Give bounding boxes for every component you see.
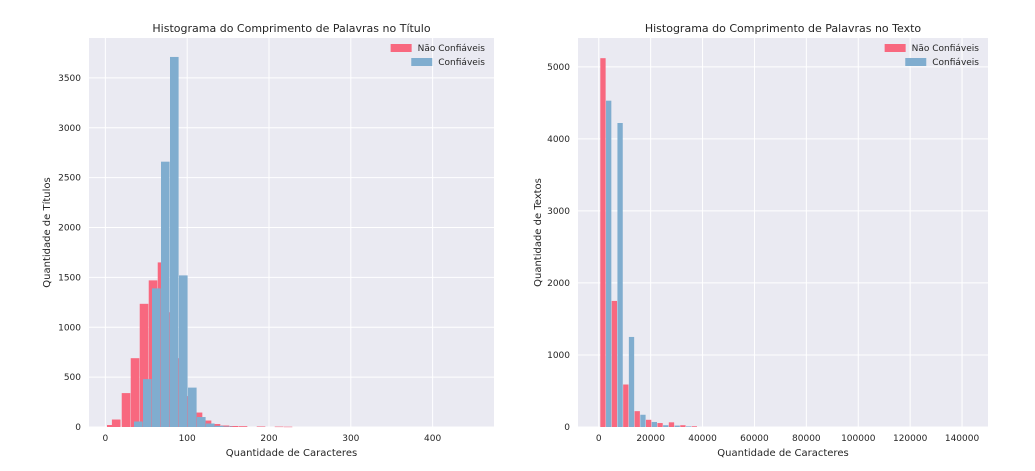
x-axis-label: Quantidade de Caracteres bbox=[717, 448, 848, 459]
bar bbox=[215, 425, 224, 427]
bar bbox=[229, 426, 239, 427]
y-tick-label: 0 bbox=[75, 423, 81, 433]
legend-label: Confiáveis bbox=[932, 58, 979, 68]
y-tick-label: 500 bbox=[64, 373, 81, 383]
y-tick-label: 1000 bbox=[547, 351, 570, 361]
y-tick-label: 3500 bbox=[58, 74, 81, 84]
y-tick-label: 4000 bbox=[547, 135, 570, 145]
bar bbox=[657, 423, 663, 427]
x-tick-label: 40000 bbox=[688, 434, 717, 444]
bar bbox=[224, 426, 233, 427]
bar bbox=[152, 288, 161, 427]
bar bbox=[645, 419, 652, 427]
bar bbox=[143, 379, 152, 427]
bar bbox=[211, 424, 221, 427]
chart-title: Histograma do Comprimento de Palavras no… bbox=[152, 22, 430, 35]
legend-swatch bbox=[411, 58, 433, 66]
x-tick-label: 300 bbox=[342, 434, 359, 444]
bar bbox=[161, 161, 170, 427]
y-tick-label: 2500 bbox=[58, 174, 81, 184]
bar bbox=[220, 425, 230, 427]
x-tick-label: 0 bbox=[596, 434, 602, 444]
x-tick-label: 20000 bbox=[636, 434, 665, 444]
y-tick-label: 2000 bbox=[58, 224, 81, 234]
y-tick-label: 2000 bbox=[547, 279, 570, 289]
x-tick-label: 140000 bbox=[945, 434, 980, 444]
bar bbox=[680, 425, 686, 427]
bar bbox=[188, 387, 197, 427]
bar bbox=[623, 384, 629, 427]
bar bbox=[134, 421, 143, 427]
plot-area bbox=[578, 38, 988, 427]
y-tick-label: 3000 bbox=[58, 124, 81, 134]
x-tick-label: 0 bbox=[102, 434, 108, 444]
bar bbox=[691, 426, 697, 427]
y-axis-label: Quantidade de Textos bbox=[533, 178, 544, 287]
bar bbox=[179, 275, 188, 427]
bar bbox=[674, 425, 680, 427]
bar bbox=[139, 303, 149, 427]
bar bbox=[606, 100, 612, 428]
bar bbox=[628, 336, 635, 427]
x-tick-label: 60000 bbox=[740, 434, 769, 444]
x-tick-label: 120000 bbox=[893, 434, 928, 444]
bar bbox=[617, 123, 623, 427]
bar bbox=[274, 426, 284, 428]
bar bbox=[685, 426, 692, 427]
bar bbox=[107, 425, 116, 427]
bar bbox=[668, 422, 675, 427]
y-axis-label: Quantidade de Títulos bbox=[41, 177, 53, 287]
chart-title: Histograma do Comprimento de Palavras no… bbox=[645, 22, 922, 35]
legend-label: Não Confiáveis bbox=[418, 44, 486, 54]
legend-label: Confiáveis bbox=[438, 58, 485, 68]
bar bbox=[121, 393, 131, 427]
bar bbox=[238, 426, 248, 427]
x-tick-label: 80000 bbox=[792, 434, 821, 444]
bar bbox=[170, 56, 179, 427]
y-tick-label: 1000 bbox=[58, 323, 81, 333]
bar bbox=[256, 426, 266, 427]
legend-label: Não Confiáveis bbox=[912, 44, 980, 54]
legend-swatch bbox=[884, 44, 906, 52]
bar bbox=[663, 425, 669, 427]
x-tick-label: 100000 bbox=[841, 434, 876, 444]
y-tick-label: 0 bbox=[564, 423, 570, 433]
bar bbox=[634, 411, 640, 427]
x-tick-label: 200 bbox=[260, 434, 277, 444]
y-tick-label: 1500 bbox=[58, 273, 81, 283]
legend: Não Confiáveis Confiáveis bbox=[884, 44, 980, 68]
legend-swatch bbox=[905, 58, 927, 66]
chart-text-histogram: 0 1000 2000 3000 4000 5000 0 20000 40000 60000 800… bbox=[533, 22, 988, 459]
bar bbox=[197, 417, 206, 427]
legend-swatch bbox=[390, 44, 412, 52]
bar bbox=[611, 300, 618, 427]
chart-title-histogram: 0 500 1000 1500 2000 2500 3000 3500 0 100 200 300 40… bbox=[41, 22, 494, 459]
bar bbox=[283, 426, 293, 428]
bar bbox=[600, 58, 606, 428]
x-axis-label: Quantidade de Caracteres bbox=[226, 448, 357, 459]
bar bbox=[651, 421, 658, 427]
bar bbox=[111, 419, 121, 427]
legend: Não Confiáveis Confiáveis bbox=[390, 44, 486, 68]
y-tick-label: 5000 bbox=[547, 63, 570, 73]
x-tick-label: 100 bbox=[179, 434, 196, 444]
y-tick-label: 3000 bbox=[547, 207, 570, 217]
x-tick-label: 400 bbox=[424, 434, 441, 444]
bar bbox=[206, 423, 215, 427]
bar bbox=[130, 358, 140, 427]
bar bbox=[640, 414, 646, 427]
